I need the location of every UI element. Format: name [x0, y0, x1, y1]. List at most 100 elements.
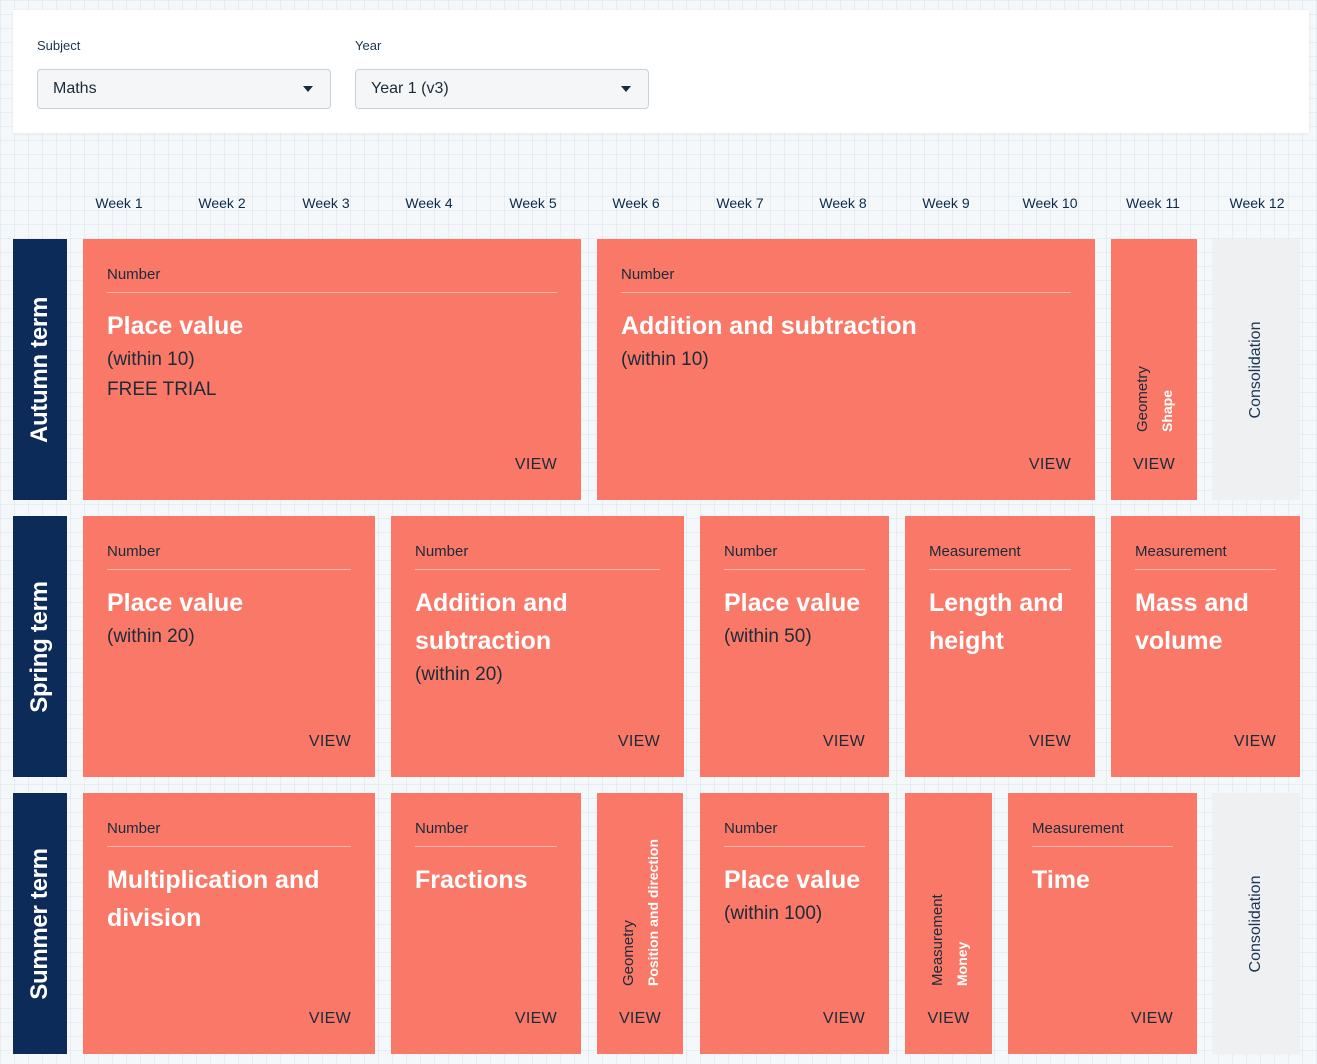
filter-panel: Subject Maths Year Year 1 (v3) — [13, 10, 1309, 133]
block-strand: Measurement — [1032, 820, 1173, 847]
term-label-text: Summer term — [26, 847, 53, 1000]
term-label-text: Autumn term — [26, 296, 53, 443]
year-value: Year 1 (v3) — [371, 80, 449, 97]
week-header: Week 9 — [922, 195, 970, 211]
block-subtitle: (within 100) — [724, 903, 823, 924]
block-title-text: Place value — [724, 866, 861, 894]
week-header: Week 10 — [1022, 195, 1078, 211]
block-card[interactable]: Measurement Mass and volume VIEW — [1111, 516, 1300, 777]
view-link[interactable]: VIEW — [1233, 733, 1276, 750]
block-strand: Measurement — [929, 894, 946, 986]
year-select[interactable]: Year 1 (v3) — [355, 69, 649, 109]
block-title: Fractions — [415, 861, 561, 899]
week-header: Week 5 — [509, 195, 557, 211]
view-link[interactable]: VIEW — [1130, 1010, 1173, 1027]
block-subtitle: (within 50) — [724, 626, 812, 647]
week-header: Week 6 — [612, 195, 660, 211]
subject-select[interactable]: Maths — [37, 69, 331, 109]
view-link[interactable]: VIEW — [822, 1010, 865, 1027]
block-title: Money — [954, 941, 970, 986]
subject-label: Subject — [37, 38, 81, 53]
year-label: Year — [355, 38, 382, 53]
block-title: Shape — [1159, 389, 1175, 432]
block-card[interactable]: Number Addition and subtraction (within … — [391, 516, 684, 777]
block-strand: Measurement — [1135, 543, 1276, 570]
block-strand: Number — [724, 543, 865, 570]
term-label-summer: Summer term — [13, 793, 67, 1054]
week-header: Week 11 — [1126, 195, 1180, 211]
block-strand: Number — [724, 820, 865, 847]
block-strand: Measurement — [929, 543, 1071, 570]
subject-value: Maths — [53, 80, 97, 97]
week-header: Week 12 — [1229, 195, 1285, 211]
block-title: Position and direction — [645, 838, 661, 986]
block-card[interactable]: Number Place value (within 50) VIEW — [700, 516, 889, 777]
block-strand: Number — [107, 266, 557, 293]
block-title: Place value (within 10) FREE TRIAL — [107, 307, 561, 405]
consolidation-label: Consolidation — [1247, 321, 1264, 418]
block-card[interactable]: Number Place value (within 20) VIEW — [83, 516, 375, 777]
block-card[interactable]: Number Addition and subtraction (within … — [597, 239, 1095, 500]
week-header: Week 8 — [819, 195, 867, 211]
block-strand: Number — [415, 543, 660, 570]
block-title-text: Place value — [107, 312, 244, 340]
block-subtitle: (within 10) — [107, 349, 195, 370]
week-header: Week 7 — [716, 195, 764, 211]
view-link[interactable]: VIEW — [308, 733, 351, 750]
view-link[interactable]: VIEW — [927, 1010, 970, 1027]
block-subtitle: (within 20) — [415, 664, 503, 685]
block-card[interactable]: Geometry Position and direction VIEW — [597, 793, 683, 1054]
consolidation-block: Consolidation — [1212, 793, 1300, 1054]
week-header: Week 1 — [95, 195, 143, 211]
block-card[interactable]: Geometry Shape VIEW — [1111, 239, 1197, 500]
block-card[interactable]: Number Fractions VIEW — [391, 793, 581, 1054]
block-strand: Number — [107, 820, 351, 847]
block-card[interactable]: Number Place value (within 100) VIEW — [700, 793, 889, 1054]
week-header: Week 4 — [405, 195, 453, 211]
block-title-text: Time — [1032, 866, 1090, 894]
block-title-text: Mass and volume — [1135, 589, 1249, 655]
block-card[interactable]: Number Multiplication and division VIEW — [83, 793, 375, 1054]
view-link[interactable]: VIEW — [822, 733, 865, 750]
block-card[interactable]: Measurement Time VIEW — [1008, 793, 1197, 1054]
block-strand: Geometry — [620, 920, 637, 986]
consolidation-label: Consolidation — [1247, 875, 1264, 972]
view-link[interactable]: VIEW — [618, 1010, 662, 1027]
block-title: Multiplication and division — [107, 861, 355, 937]
block-title-text: Length and height — [929, 589, 1064, 655]
block-title: Length and height — [929, 584, 1075, 660]
block-title: Place value (within 100) — [724, 861, 869, 929]
week-header: Week 2 — [198, 195, 246, 211]
block-title-text: Addition and subtraction — [621, 312, 917, 340]
block-title-text: Multiplication and division — [107, 866, 320, 932]
view-link[interactable]: VIEW — [1028, 456, 1071, 473]
view-link[interactable]: VIEW — [1132, 456, 1176, 473]
block-title-text: Place value — [724, 589, 861, 617]
block-subtitle: (within 20) — [107, 626, 195, 647]
block-card[interactable]: Number Place value (within 10) FREE TRIA… — [83, 239, 581, 500]
view-link[interactable]: VIEW — [514, 1010, 557, 1027]
block-title: Mass and volume — [1135, 584, 1280, 660]
caret-down-icon — [621, 86, 631, 92]
block-card[interactable]: Measurement Length and height VIEW — [905, 516, 1095, 777]
block-title: Addition and subtraction (within 10) — [621, 307, 1075, 375]
view-link[interactable]: VIEW — [1028, 733, 1071, 750]
block-title: Place value (within 20) — [107, 584, 355, 652]
block-title: Addition and subtraction (within 20) — [415, 584, 664, 690]
block-strand: Number — [415, 820, 557, 847]
block-title: Time — [1032, 861, 1177, 899]
caret-down-icon — [303, 86, 313, 92]
free-trial-label: FREE TRIAL — [107, 379, 217, 400]
consolidation-block: Consolidation — [1212, 239, 1300, 500]
block-strand: Number — [107, 543, 351, 570]
block-card[interactable]: Measurement Money VIEW — [905, 793, 992, 1054]
block-strand: Number — [621, 266, 1071, 293]
block-title: Place value (within 50) — [724, 584, 869, 652]
term-label-autumn: Autumn term — [13, 239, 67, 500]
block-strand: Geometry — [1134, 366, 1151, 432]
term-label-spring: Spring term — [13, 516, 67, 777]
view-link[interactable]: VIEW — [617, 733, 660, 750]
view-link[interactable]: VIEW — [308, 1010, 351, 1027]
term-label-text: Spring term — [26, 580, 53, 713]
view-link[interactable]: VIEW — [514, 456, 557, 473]
